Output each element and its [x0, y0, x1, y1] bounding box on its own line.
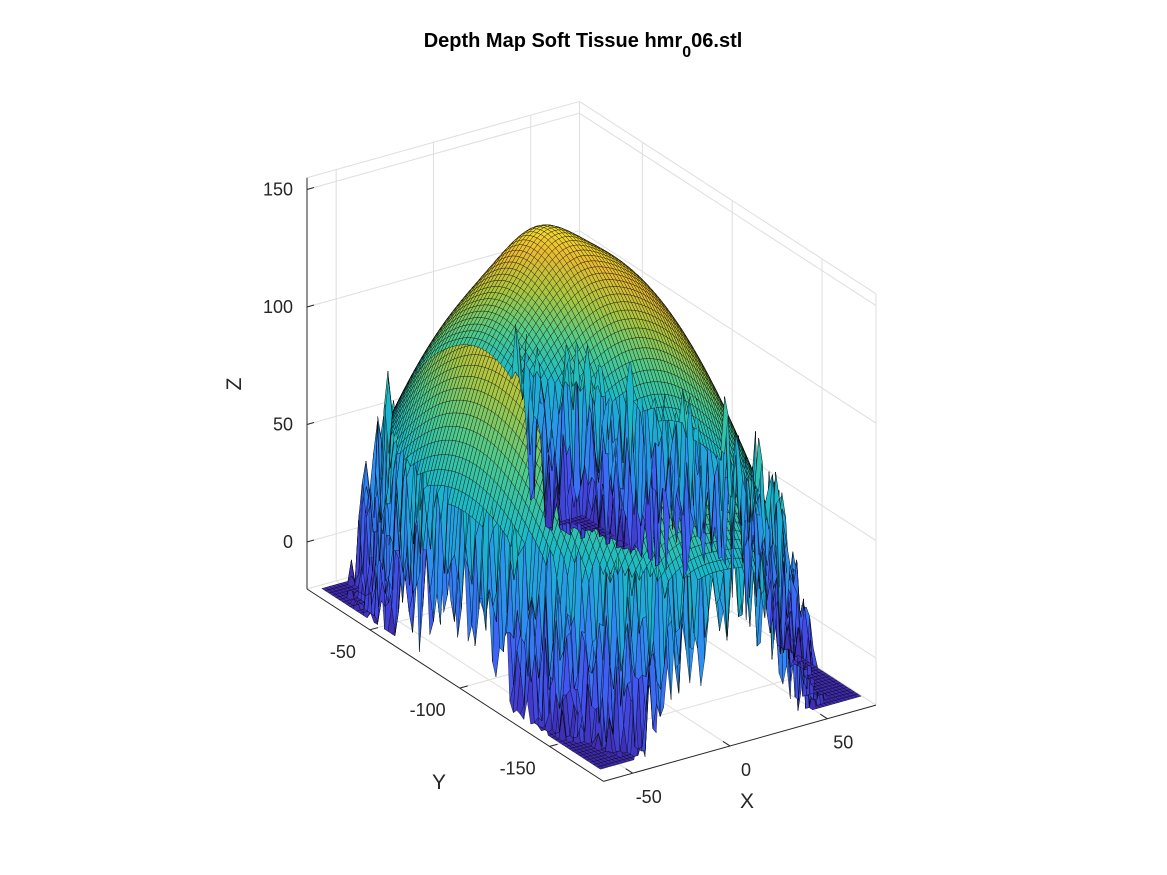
surface-facet — [754, 437, 763, 493]
grid-line-z — [579, 230, 877, 424]
depth-surface — [321, 224, 862, 770]
surface-facet — [533, 347, 541, 379]
surface-facet — [519, 334, 527, 400]
chart-title-tail: 06.stl — [691, 30, 742, 52]
surface-facet — [748, 466, 757, 523]
surface-facet — [552, 486, 561, 526]
surface-facet — [735, 431, 743, 525]
surface-facet — [720, 396, 729, 455]
chart-title-main: Depth Map Soft Tissue hmr — [424, 30, 683, 52]
chart-title: Depth Map Soft Tissue hmr006.stl — [424, 30, 743, 61]
grid-line-z — [306, 112, 580, 190]
surface-facet — [765, 474, 773, 530]
box-edge — [306, 100, 580, 179]
surface-facet — [748, 431, 756, 521]
chart-title-subscript: 0 — [682, 44, 691, 61]
grid-line-z — [579, 112, 877, 307]
surface-facet — [578, 515, 587, 519]
box-edge — [579, 101, 877, 295]
surface-facet — [793, 562, 801, 642]
surface-facet — [373, 416, 382, 518]
